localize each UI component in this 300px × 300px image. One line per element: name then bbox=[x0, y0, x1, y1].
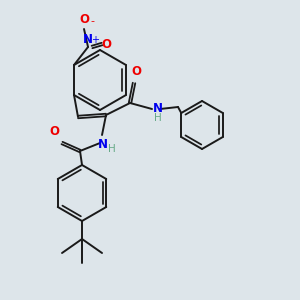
Text: O: O bbox=[131, 65, 141, 78]
Text: O: O bbox=[101, 38, 111, 50]
Text: H: H bbox=[108, 144, 116, 154]
Text: N: N bbox=[83, 33, 93, 46]
Text: +: + bbox=[91, 35, 99, 45]
Text: O: O bbox=[79, 13, 89, 26]
Text: O: O bbox=[49, 125, 59, 138]
Text: H: H bbox=[154, 113, 162, 123]
Text: -: - bbox=[90, 16, 94, 26]
Text: N: N bbox=[98, 138, 108, 151]
Text: N: N bbox=[153, 101, 163, 115]
